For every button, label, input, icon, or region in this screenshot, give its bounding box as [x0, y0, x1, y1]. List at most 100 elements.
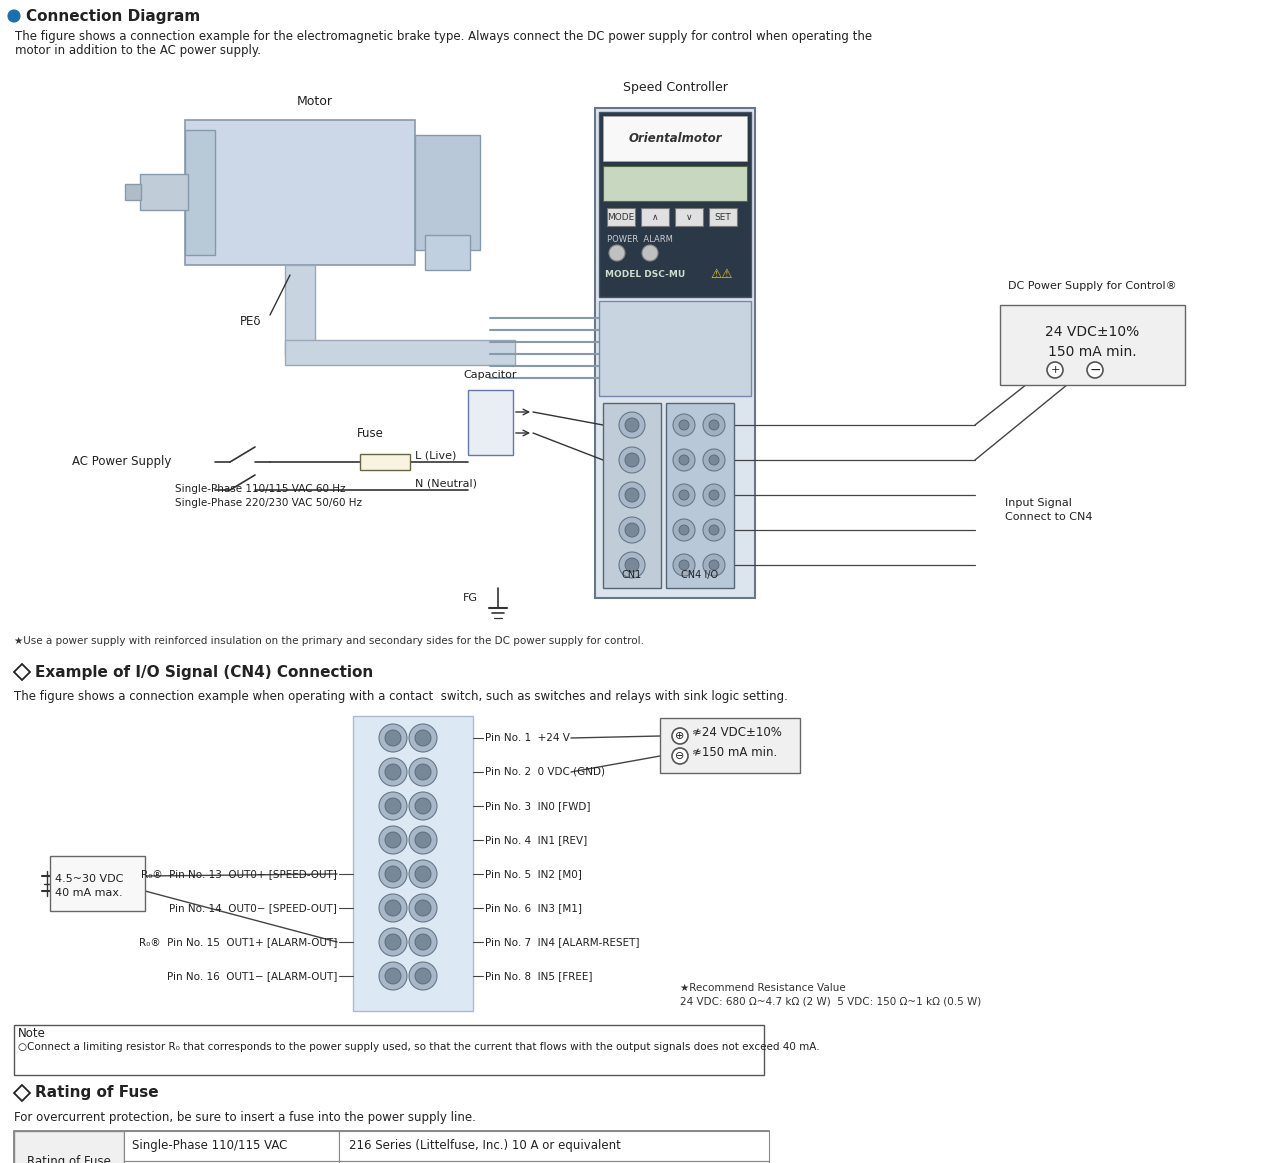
Bar: [285, 265, 315, 355]
Text: CN1: CN1: [622, 570, 643, 580]
Text: Capacitor: Capacitor: [463, 370, 517, 380]
Circle shape: [673, 414, 695, 436]
Text: FG: FG: [463, 593, 477, 602]
Bar: [603, 404, 660, 588]
Text: The figure shows a connection example for the electromagnetic brake type. Always: The figure shows a connection example fo…: [15, 30, 872, 43]
Circle shape: [379, 962, 407, 990]
Bar: [339, 1161, 769, 1163]
Circle shape: [625, 418, 639, 431]
Text: MODEL DSC-MU: MODEL DSC-MU: [605, 270, 685, 279]
Circle shape: [379, 928, 407, 956]
Bar: [353, 716, 474, 1011]
Bar: [14, 1025, 764, 1075]
Circle shape: [410, 894, 436, 922]
Text: ≉24 VDC±10%: ≉24 VDC±10%: [692, 726, 782, 739]
Bar: [603, 166, 748, 201]
Circle shape: [415, 968, 431, 984]
Text: Example of I/O Signal (CN4) Connection: Example of I/O Signal (CN4) Connection: [35, 664, 374, 679]
Bar: [709, 208, 737, 226]
Text: Single-Phase 110/115 VAC: Single-Phase 110/115 VAC: [132, 1140, 288, 1153]
Text: L (Live): L (Live): [415, 451, 457, 461]
Text: Pin No. 3  IN0 [FWD]: Pin No. 3 IN0 [FWD]: [485, 801, 590, 811]
Circle shape: [1047, 362, 1062, 378]
Text: 150 mA min.: 150 mA min.: [1048, 345, 1137, 359]
Bar: [595, 108, 755, 598]
Text: Connect to CN4: Connect to CN4: [1005, 512, 1093, 522]
Circle shape: [673, 554, 695, 576]
Bar: [14, 1130, 769, 1163]
Circle shape: [385, 832, 401, 848]
Bar: [603, 116, 748, 160]
Bar: [360, 454, 410, 470]
Text: ⊕: ⊕: [676, 732, 685, 741]
Circle shape: [620, 481, 645, 508]
Circle shape: [709, 490, 719, 500]
Circle shape: [410, 962, 436, 990]
Text: Pin No. 8  IN5 [FREE]: Pin No. 8 IN5 [FREE]: [485, 971, 593, 982]
Circle shape: [673, 449, 695, 471]
Text: CN4 I/O: CN4 I/O: [681, 570, 718, 580]
Bar: [675, 208, 703, 226]
Circle shape: [410, 859, 436, 889]
Circle shape: [385, 934, 401, 950]
Circle shape: [620, 518, 645, 543]
Bar: [285, 340, 515, 365]
Circle shape: [385, 730, 401, 745]
Circle shape: [609, 245, 625, 261]
Text: Pin No. 4  IN1 [REV]: Pin No. 4 IN1 [REV]: [485, 835, 588, 846]
Circle shape: [410, 758, 436, 786]
Circle shape: [625, 488, 639, 502]
Bar: [641, 208, 669, 226]
Circle shape: [385, 798, 401, 814]
Circle shape: [410, 928, 436, 956]
Circle shape: [415, 798, 431, 814]
Bar: [425, 235, 470, 270]
Text: Fuse: Fuse: [357, 427, 384, 440]
Bar: [599, 301, 751, 395]
Circle shape: [379, 792, 407, 820]
Bar: [660, 718, 800, 773]
Text: ⚠⚠: ⚠⚠: [710, 267, 732, 281]
Text: Speed Controller: Speed Controller: [622, 81, 727, 94]
Text: Pin No. 7  IN4 [ALARM-RESET]: Pin No. 7 IN4 [ALARM-RESET]: [485, 937, 640, 947]
Circle shape: [385, 968, 401, 984]
Circle shape: [379, 894, 407, 922]
Text: AC Power Supply: AC Power Supply: [72, 456, 172, 469]
Text: 4.5~30 VDC: 4.5~30 VDC: [55, 875, 123, 884]
Bar: [1000, 305, 1185, 385]
Text: Motor: Motor: [297, 95, 333, 108]
Bar: [125, 184, 141, 200]
Circle shape: [678, 455, 689, 465]
Text: POWER  ALARM: POWER ALARM: [607, 235, 673, 244]
Circle shape: [709, 561, 719, 570]
Circle shape: [620, 552, 645, 578]
Text: Input Signal: Input Signal: [1005, 498, 1071, 508]
Circle shape: [379, 725, 407, 752]
Text: Pin No. 1  +24 V: Pin No. 1 +24 V: [485, 733, 570, 743]
Circle shape: [379, 826, 407, 854]
Circle shape: [620, 412, 645, 438]
Bar: [339, 1130, 769, 1161]
Text: Pin No. 6  IN3 [M1]: Pin No. 6 IN3 [M1]: [485, 902, 582, 913]
Circle shape: [703, 519, 724, 541]
Text: Connection Diagram: Connection Diagram: [26, 8, 200, 23]
Bar: [468, 390, 513, 455]
Bar: [50, 856, 145, 911]
Text: ★Recommend Resistance Value: ★Recommend Resistance Value: [680, 983, 846, 993]
Bar: [140, 174, 188, 211]
Text: Pin No. 2  0 VDC (GND): Pin No. 2 0 VDC (GND): [485, 768, 605, 777]
Text: Single-Phase 110/115 VAC 60 Hz: Single-Phase 110/115 VAC 60 Hz: [175, 484, 346, 494]
Text: Rating of Fuse: Rating of Fuse: [35, 1085, 159, 1100]
Bar: [124, 1130, 339, 1161]
Circle shape: [385, 900, 401, 916]
Text: R₀®  Pin No. 13  OUT0+ [SPEED-OUT]: R₀® Pin No. 13 OUT0+ [SPEED-OUT]: [141, 869, 337, 879]
Circle shape: [415, 900, 431, 916]
Circle shape: [625, 523, 639, 537]
Text: Pin No. 14  OUT0− [SPEED-OUT]: Pin No. 14 OUT0− [SPEED-OUT]: [169, 902, 337, 913]
Text: R₀®  Pin No. 15  OUT1+ [ALARM-OUT]: R₀® Pin No. 15 OUT1+ [ALARM-OUT]: [138, 937, 337, 947]
Circle shape: [620, 447, 645, 473]
Text: 216 Series (Littelfuse, Inc.) 10 A or equivalent: 216 Series (Littelfuse, Inc.) 10 A or eq…: [349, 1140, 621, 1153]
Circle shape: [1087, 362, 1103, 378]
Circle shape: [673, 519, 695, 541]
Bar: [14, 1130, 124, 1163]
